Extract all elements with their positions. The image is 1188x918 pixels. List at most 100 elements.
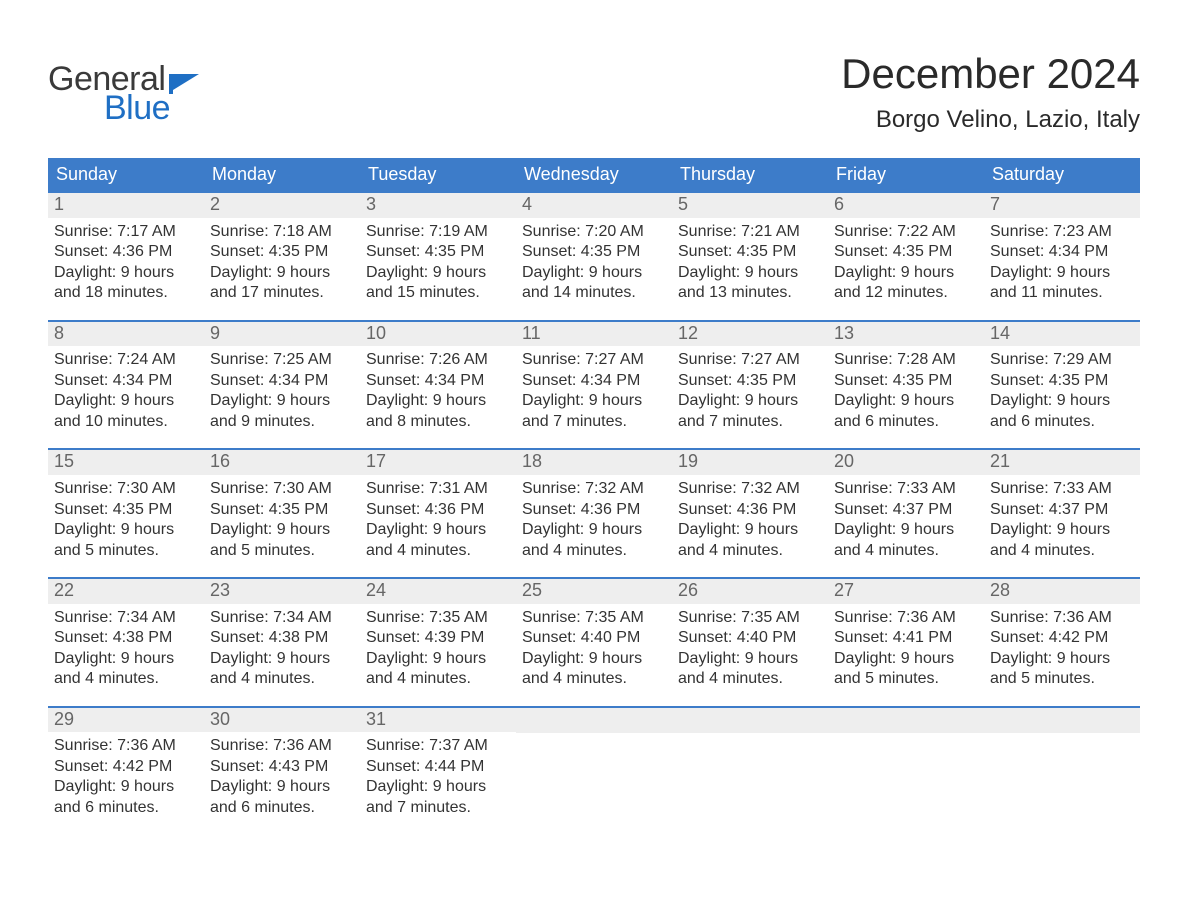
daylight-line-2: and 10 minutes. xyxy=(54,412,198,432)
sunset-line: Sunset: 4:35 PM xyxy=(678,371,822,391)
day-number: 29 xyxy=(48,708,204,733)
day-cell: 26Sunrise: 7:35 AMSunset: 4:40 PMDayligh… xyxy=(672,579,828,690)
day-cell: 6Sunrise: 7:22 AMSunset: 4:35 PMDaylight… xyxy=(828,193,984,304)
day-cell: 2Sunrise: 7:18 AMSunset: 4:35 PMDaylight… xyxy=(204,193,360,304)
daylight-line-2: and 4 minutes. xyxy=(366,669,510,689)
day-body: Sunrise: 7:28 AMSunset: 4:35 PMDaylight:… xyxy=(828,346,984,432)
sunrise-line: Sunrise: 7:26 AM xyxy=(366,350,510,370)
daylight-line-2: and 6 minutes. xyxy=(834,412,978,432)
day-cell xyxy=(984,708,1140,819)
daylight-line-1: Daylight: 9 hours xyxy=(834,391,978,411)
day-cell: 1Sunrise: 7:17 AMSunset: 4:36 PMDaylight… xyxy=(48,193,204,304)
daylight-line-1: Daylight: 9 hours xyxy=(210,391,354,411)
day-cell: 17Sunrise: 7:31 AMSunset: 4:36 PMDayligh… xyxy=(360,450,516,561)
day-cell: 29Sunrise: 7:36 AMSunset: 4:42 PMDayligh… xyxy=(48,708,204,819)
sunset-line: Sunset: 4:36 PM xyxy=(678,500,822,520)
daylight-line-2: and 4 minutes. xyxy=(210,669,354,689)
day-number: 10 xyxy=(360,322,516,347)
daylight-line-1: Daylight: 9 hours xyxy=(522,391,666,411)
daylight-line-2: and 9 minutes. xyxy=(210,412,354,432)
day-number: 23 xyxy=(204,579,360,604)
sunrise-line: Sunrise: 7:32 AM xyxy=(678,479,822,499)
daylight-line-2: and 18 minutes. xyxy=(54,283,198,303)
sunrise-line: Sunrise: 7:24 AM xyxy=(54,350,198,370)
sunrise-line: Sunrise: 7:27 AM xyxy=(678,350,822,370)
day-body: Sunrise: 7:18 AMSunset: 4:35 PMDaylight:… xyxy=(204,218,360,304)
sunrise-line: Sunrise: 7:23 AM xyxy=(990,222,1134,242)
day-number: 28 xyxy=(984,579,1140,604)
day-cell: 28Sunrise: 7:36 AMSunset: 4:42 PMDayligh… xyxy=(984,579,1140,690)
sunset-line: Sunset: 4:34 PM xyxy=(54,371,198,391)
day-number: 21 xyxy=(984,450,1140,475)
day-number: 16 xyxy=(204,450,360,475)
sunset-line: Sunset: 4:35 PM xyxy=(990,371,1134,391)
day-number xyxy=(828,708,984,733)
daylight-line-1: Daylight: 9 hours xyxy=(990,520,1134,540)
sunset-line: Sunset: 4:34 PM xyxy=(366,371,510,391)
sunrise-line: Sunrise: 7:19 AM xyxy=(366,222,510,242)
sunrise-line: Sunrise: 7:35 AM xyxy=(366,608,510,628)
day-body: Sunrise: 7:27 AMSunset: 4:34 PMDaylight:… xyxy=(516,346,672,432)
day-body: Sunrise: 7:23 AMSunset: 4:34 PMDaylight:… xyxy=(984,218,1140,304)
sunrise-line: Sunrise: 7:30 AM xyxy=(210,479,354,499)
day-cell: 22Sunrise: 7:34 AMSunset: 4:38 PMDayligh… xyxy=(48,579,204,690)
daylight-line-1: Daylight: 9 hours xyxy=(210,520,354,540)
daylight-line-2: and 5 minutes. xyxy=(990,669,1134,689)
day-number: 6 xyxy=(828,193,984,218)
day-cell: 11Sunrise: 7:27 AMSunset: 4:34 PMDayligh… xyxy=(516,322,672,433)
sunset-line: Sunset: 4:36 PM xyxy=(366,500,510,520)
sunset-line: Sunset: 4:34 PM xyxy=(522,371,666,391)
daylight-line-2: and 13 minutes. xyxy=(678,283,822,303)
daylight-line-1: Daylight: 9 hours xyxy=(366,777,510,797)
day-number: 3 xyxy=(360,193,516,218)
day-number: 9 xyxy=(204,322,360,347)
daylight-line-2: and 4 minutes. xyxy=(990,541,1134,561)
sunset-line: Sunset: 4:35 PM xyxy=(678,242,822,262)
daylight-line-2: and 4 minutes. xyxy=(834,541,978,561)
sunset-line: Sunset: 4:35 PM xyxy=(210,242,354,262)
sunset-line: Sunset: 4:34 PM xyxy=(990,242,1134,262)
daylight-line-2: and 4 minutes. xyxy=(54,669,198,689)
daylight-line-2: and 4 minutes. xyxy=(522,541,666,561)
day-body: Sunrise: 7:36 AMSunset: 4:42 PMDaylight:… xyxy=(984,604,1140,690)
day-body: Sunrise: 7:24 AMSunset: 4:34 PMDaylight:… xyxy=(48,346,204,432)
daylight-line-1: Daylight: 9 hours xyxy=(678,649,822,669)
sunset-line: Sunset: 4:35 PM xyxy=(834,371,978,391)
daylight-line-2: and 15 minutes. xyxy=(366,283,510,303)
daylight-line-1: Daylight: 9 hours xyxy=(54,391,198,411)
weeks-container: 1Sunrise: 7:17 AMSunset: 4:36 PMDaylight… xyxy=(48,193,1140,818)
sunrise-line: Sunrise: 7:31 AM xyxy=(366,479,510,499)
sunrise-line: Sunrise: 7:34 AM xyxy=(54,608,198,628)
day-cell: 20Sunrise: 7:33 AMSunset: 4:37 PMDayligh… xyxy=(828,450,984,561)
daylight-line-1: Daylight: 9 hours xyxy=(834,520,978,540)
daylight-line-1: Daylight: 9 hours xyxy=(834,649,978,669)
sunrise-line: Sunrise: 7:36 AM xyxy=(210,736,354,756)
sunset-line: Sunset: 4:41 PM xyxy=(834,628,978,648)
day-body: Sunrise: 7:19 AMSunset: 4:35 PMDaylight:… xyxy=(360,218,516,304)
daylight-line-2: and 5 minutes. xyxy=(210,541,354,561)
sunset-line: Sunset: 4:44 PM xyxy=(366,757,510,777)
day-number: 25 xyxy=(516,579,672,604)
day-cell: 21Sunrise: 7:33 AMSunset: 4:37 PMDayligh… xyxy=(984,450,1140,561)
day-number: 5 xyxy=(672,193,828,218)
sunset-line: Sunset: 4:35 PM xyxy=(366,242,510,262)
location-text: Borgo Velino, Lazio, Italy xyxy=(841,106,1140,134)
sunrise-line: Sunrise: 7:29 AM xyxy=(990,350,1134,370)
calendar: SundayMondayTuesdayWednesdayThursdayFrid… xyxy=(48,158,1140,818)
daylight-line-1: Daylight: 9 hours xyxy=(210,263,354,283)
daylight-line-2: and 6 minutes. xyxy=(54,798,198,818)
sunrise-line: Sunrise: 7:35 AM xyxy=(522,608,666,628)
daylight-line-1: Daylight: 9 hours xyxy=(990,391,1134,411)
day-body: Sunrise: 7:26 AMSunset: 4:34 PMDaylight:… xyxy=(360,346,516,432)
day-number: 24 xyxy=(360,579,516,604)
week-row: 22Sunrise: 7:34 AMSunset: 4:38 PMDayligh… xyxy=(48,577,1140,690)
page-title: December 2024 xyxy=(841,50,1140,98)
weekday-header: Thursday xyxy=(672,158,828,193)
week-row: 1Sunrise: 7:17 AMSunset: 4:36 PMDaylight… xyxy=(48,193,1140,304)
daylight-line-1: Daylight: 9 hours xyxy=(366,263,510,283)
day-cell: 13Sunrise: 7:28 AMSunset: 4:35 PMDayligh… xyxy=(828,322,984,433)
weekday-header: Saturday xyxy=(984,158,1140,193)
day-body: Sunrise: 7:25 AMSunset: 4:34 PMDaylight:… xyxy=(204,346,360,432)
logo: General Blue xyxy=(48,60,203,128)
day-body: Sunrise: 7:27 AMSunset: 4:35 PMDaylight:… xyxy=(672,346,828,432)
